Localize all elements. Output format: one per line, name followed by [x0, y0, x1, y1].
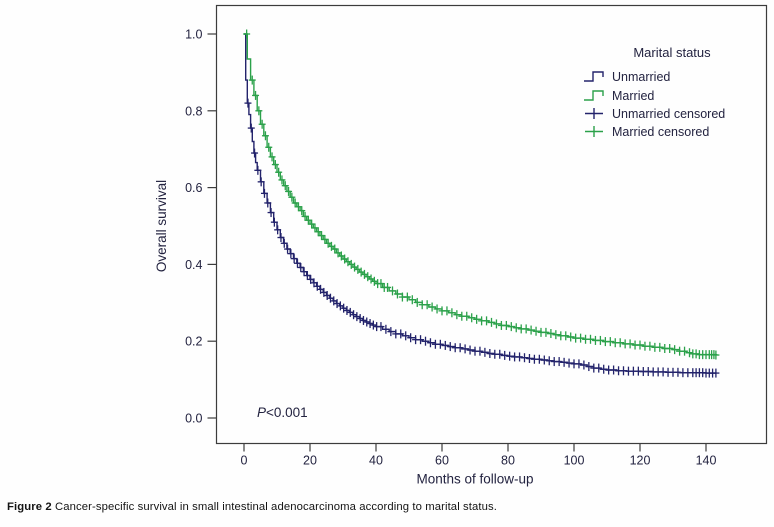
legend-label: Married censored [612, 125, 709, 139]
y-axis: 0.0 0.2 0.4 0.6 0.8 1.0 [185, 28, 217, 426]
legend-title: Marital status [633, 45, 711, 60]
y-tick-label: 0.8 [185, 104, 202, 118]
y-tick-label: 0.4 [185, 258, 202, 272]
x-tick-label: 100 [564, 454, 585, 468]
x-tick-label: 20 [303, 454, 317, 468]
y-tick-label: 0.0 [185, 412, 202, 426]
x-tick-label: 0 [241, 454, 248, 468]
x-tick-label: 40 [369, 454, 383, 468]
y-axis-title: Overall survival [154, 180, 169, 272]
legend-label: Married [612, 89, 654, 103]
censor-marks-married [243, 29, 720, 360]
legend-step-symbol [584, 90, 604, 101]
x-tick-label: 80 [501, 454, 515, 468]
legend-step-symbol [584, 71, 604, 82]
km-curve-unmarried [244, 33, 716, 374]
x-tick-label: 140 [696, 454, 717, 468]
legend-label: Unmarried censored [612, 107, 725, 121]
x-tick-label: 60 [435, 454, 449, 468]
x-tick-label: 120 [630, 454, 651, 468]
p-value-annotation: P<0.001 [257, 405, 308, 420]
plot-border [215, 4, 768, 445]
figure-caption: Figure 2 Cancer-specific survival in sma… [7, 501, 497, 513]
legend: Marital status Unmarried Married Unmarried … [584, 45, 725, 139]
y-tick-label: 0.2 [185, 335, 202, 349]
legend-label: Unmarried [612, 70, 670, 84]
x-axis: 0 20 40 60 80 100 120 140 [241, 443, 717, 468]
x-axis-title: Months of follow-up [416, 472, 533, 487]
y-tick-label: 0.6 [185, 181, 202, 195]
caption-text: Cancer-specific survival in small intest… [51, 501, 498, 513]
censor-marks-unmarried [244, 98, 720, 378]
y-tick-label: 1.0 [185, 28, 202, 42]
caption-label: Figure 2 [7, 501, 52, 513]
km-chart: 0.0 0.2 0.4 0.6 0.8 1.0 0 20 40 60 80 100 120 140 Over… [154, 4, 768, 487]
